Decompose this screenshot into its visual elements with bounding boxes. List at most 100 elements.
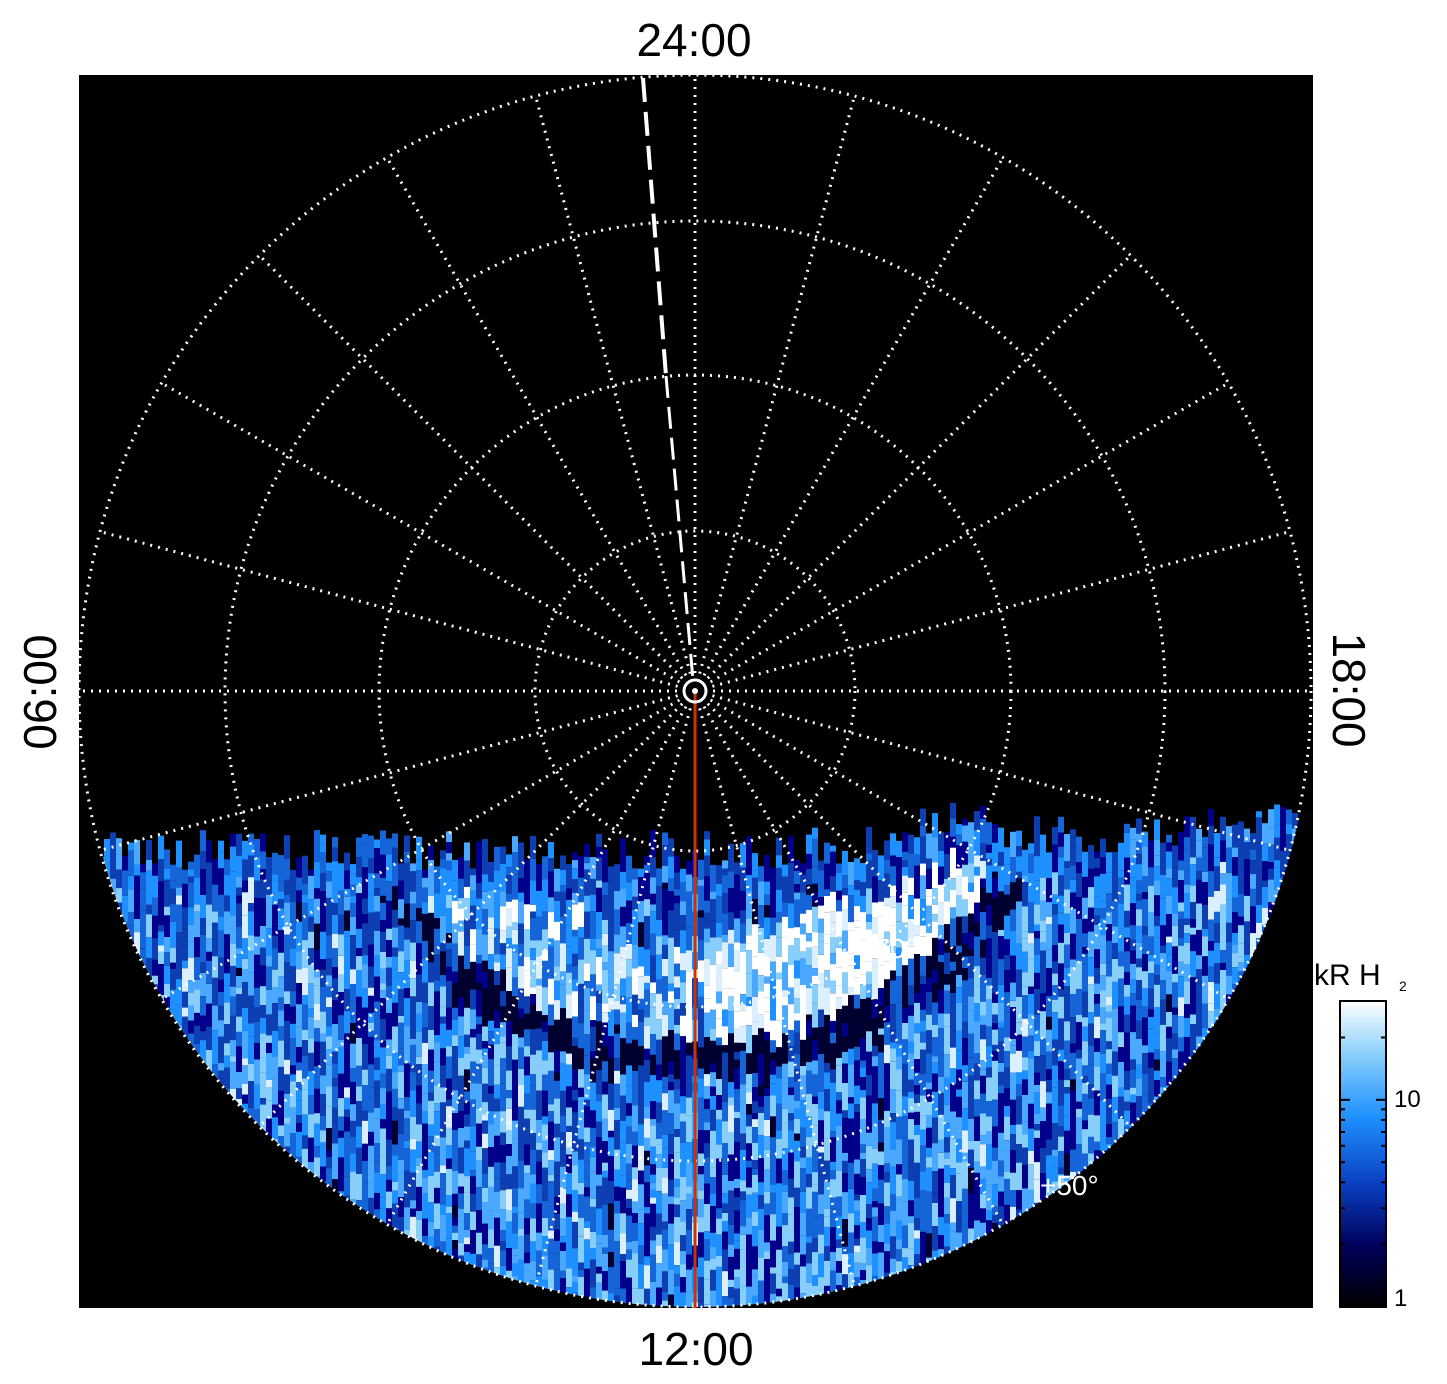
emission-pixel bbox=[566, 1147, 572, 1155]
emission-pixel bbox=[902, 893, 908, 906]
emission-pixel bbox=[1052, 1123, 1058, 1150]
emission-pixel bbox=[878, 988, 884, 1007]
emission-pixel bbox=[602, 969, 608, 980]
emission-pixel bbox=[800, 1235, 806, 1255]
emission-pixel bbox=[722, 1045, 728, 1053]
emission-pixel bbox=[728, 888, 734, 913]
emission-pixel bbox=[428, 1092, 434, 1101]
emission-pixel bbox=[242, 1030, 248, 1059]
emission-pixel bbox=[686, 1209, 692, 1231]
emission-pixel bbox=[446, 1213, 452, 1238]
emission-pixel bbox=[932, 813, 938, 838]
emission-pixel bbox=[680, 970, 686, 983]
emission-pixel bbox=[158, 931, 164, 946]
emission-pixel bbox=[506, 991, 512, 1003]
emission-pixel bbox=[1106, 940, 1112, 963]
emission-pixel bbox=[716, 1234, 722, 1256]
emission-pixel bbox=[1124, 857, 1130, 885]
emission-pixel bbox=[842, 1152, 848, 1161]
emission-pixel bbox=[806, 1263, 812, 1283]
emission-pixel bbox=[590, 1287, 596, 1307]
emission-pixel bbox=[1124, 1089, 1130, 1102]
emission-pixel bbox=[536, 1250, 542, 1277]
emission-pixel bbox=[566, 994, 572, 1019]
emission-pixel bbox=[956, 895, 962, 917]
emission-pixel bbox=[926, 889, 932, 897]
emission-pixel bbox=[938, 1114, 944, 1140]
emission-pixel bbox=[584, 1099, 590, 1107]
emission-pixel bbox=[470, 1061, 476, 1084]
emission-pixel bbox=[656, 1122, 662, 1139]
emission-pixel bbox=[878, 1075, 884, 1099]
emission-pixel bbox=[758, 975, 764, 992]
emission-pixel bbox=[644, 855, 650, 865]
emission-pixel bbox=[566, 1216, 572, 1244]
emission-pixel bbox=[782, 1246, 788, 1262]
emission-pixel bbox=[746, 1217, 752, 1235]
emission-pixel bbox=[254, 857, 260, 881]
emission-pixel bbox=[392, 1107, 398, 1121]
emission-pixel bbox=[1064, 889, 1070, 914]
emission-pixel bbox=[512, 852, 518, 875]
emission-pixel bbox=[626, 1277, 632, 1306]
emission-pixel bbox=[704, 942, 710, 959]
emission-pixel bbox=[698, 1078, 704, 1098]
emission-pixel bbox=[200, 1031, 206, 1041]
emission-pixel bbox=[902, 1007, 908, 1023]
emission-pixel bbox=[488, 1085, 494, 1094]
emission-pixel bbox=[158, 945, 164, 952]
emission-pixel bbox=[824, 1308, 830, 1320]
emission-pixel bbox=[920, 808, 926, 826]
emission-pixel bbox=[1058, 942, 1064, 964]
emission-pixel bbox=[926, 833, 932, 859]
emission-pixel bbox=[620, 1304, 626, 1307]
emission-pixel bbox=[752, 969, 758, 997]
emission-pixel bbox=[854, 1173, 860, 1195]
emission-pixel bbox=[1046, 1187, 1052, 1202]
emission-pixel bbox=[914, 1094, 920, 1104]
emission-pixel bbox=[734, 1233, 740, 1241]
emission-pixel bbox=[746, 1074, 752, 1093]
emission-pixel bbox=[530, 948, 536, 960]
emission-pixel bbox=[914, 1162, 920, 1186]
emission-pixel bbox=[650, 1189, 656, 1198]
emission-pixel bbox=[236, 976, 242, 988]
emission-pixel bbox=[230, 871, 236, 895]
emission-pixel bbox=[728, 878, 734, 889]
emission-pixel bbox=[686, 874, 692, 892]
emission-pixel bbox=[170, 989, 176, 1010]
emission-pixel bbox=[338, 992, 344, 1016]
emission-pixel bbox=[1040, 1147, 1046, 1159]
emission-pixel bbox=[422, 869, 428, 878]
emission-pixel bbox=[722, 968, 728, 989]
emission-pixel bbox=[710, 1009, 716, 1029]
emission-pixel bbox=[218, 840, 224, 853]
emission-pixel bbox=[398, 1071, 404, 1099]
emission-pixel bbox=[728, 1244, 734, 1257]
emission-pixel bbox=[938, 1217, 944, 1235]
emission-pixel bbox=[974, 855, 980, 867]
emission-pixel bbox=[944, 1197, 950, 1215]
emission-pixel bbox=[800, 1100, 806, 1128]
emission-pixel bbox=[722, 1009, 728, 1027]
emission-pixel bbox=[848, 939, 854, 954]
emission-pixel bbox=[542, 1090, 548, 1117]
emission-pixel bbox=[746, 1160, 752, 1168]
emission-pixel bbox=[794, 978, 800, 999]
emission-pixel bbox=[368, 1036, 374, 1065]
emission-pixel bbox=[1040, 920, 1046, 932]
emission-pixel bbox=[146, 870, 152, 893]
emission-pixel bbox=[272, 1306, 278, 1307]
emission-pixel bbox=[266, 989, 272, 1015]
emission-pixel bbox=[1142, 988, 1148, 1007]
emission-pixel bbox=[248, 1081, 254, 1091]
emission-pixel bbox=[1064, 1116, 1070, 1131]
emission-pixel bbox=[1076, 1014, 1082, 1023]
emission-pixel bbox=[1004, 894, 1010, 916]
emission-pixel bbox=[404, 1063, 410, 1085]
emission-pixel bbox=[1148, 1052, 1154, 1068]
emission-pixel bbox=[662, 944, 668, 959]
emission-pixel bbox=[764, 1259, 770, 1285]
emission-pixel bbox=[620, 906, 626, 927]
emission-pixel bbox=[482, 1244, 488, 1260]
